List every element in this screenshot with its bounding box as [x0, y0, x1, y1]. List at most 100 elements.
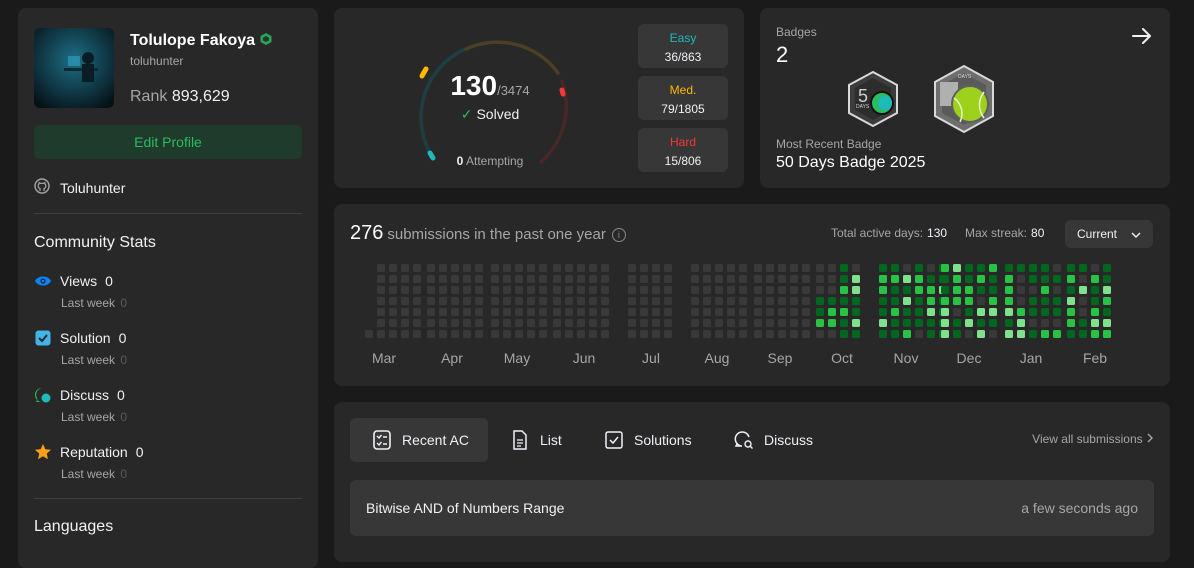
heatmap-cell[interactable] [463, 297, 471, 305]
heatmap-cell[interactable] [1017, 275, 1025, 283]
heatmap-cell[interactable] [401, 319, 409, 327]
heatmap-cell[interactable] [903, 286, 911, 294]
heatmap-cell[interactable] [652, 308, 660, 316]
heatmap-cell[interactable] [1079, 319, 1087, 327]
heatmap-cell[interactable] [1029, 319, 1037, 327]
heatmap-cell[interactable] [903, 264, 911, 272]
heatmap-cell[interactable] [439, 297, 447, 305]
heatmap-cell[interactable] [1041, 297, 1049, 305]
heatmap-cell[interactable] [778, 264, 786, 272]
heatmap-cell[interactable] [652, 319, 660, 327]
heatmap-cell[interactable] [427, 297, 435, 305]
heatmap-cell[interactable] [828, 297, 836, 305]
heatmap-cell[interactable] [515, 319, 523, 327]
heatmap-cell[interactable] [1103, 286, 1111, 294]
heatmap-cell[interactable] [977, 275, 985, 283]
heatmap-cell[interactable] [727, 297, 735, 305]
heatmap-cell[interactable] [565, 319, 573, 327]
heatmap-cell[interactable] [640, 308, 648, 316]
heatmap-cell[interactable] [491, 319, 499, 327]
heatmap-cell[interactable] [1079, 286, 1087, 294]
heatmap-cell[interactable] [1053, 319, 1061, 327]
heatmap-cell[interactable] [739, 264, 747, 272]
heatmap-cell[interactable] [739, 275, 747, 283]
heatmap-cell[interactable] [816, 275, 824, 283]
heatmap-cell[interactable] [503, 275, 511, 283]
heatmap-cell[interactable] [503, 297, 511, 305]
heatmap-cell[interactable] [1029, 264, 1037, 272]
heatmap-cell[interactable] [927, 264, 935, 272]
heatmap-cell[interactable] [401, 286, 409, 294]
heatmap-cell[interactable] [451, 297, 459, 305]
heatmap-cell[interactable] [754, 286, 762, 294]
heatmap-cell[interactable] [1053, 275, 1061, 283]
heatmap-cell[interactable] [491, 275, 499, 283]
heatmap-cell[interactable] [565, 286, 573, 294]
heatmap-cell[interactable] [1029, 330, 1037, 338]
heatmap-cell[interactable] [715, 275, 723, 283]
heatmap-cell[interactable] [539, 319, 547, 327]
heatmap-cell[interactable] [1017, 319, 1025, 327]
heatmap-cell[interactable] [915, 264, 923, 272]
heatmap-cell[interactable] [965, 264, 973, 272]
tab-recent-ac[interactable]: Recent AC [350, 418, 488, 462]
heatmap-cell[interactable] [1029, 286, 1037, 294]
heatmap-cell[interactable] [475, 264, 483, 272]
heatmap-cell[interactable] [628, 275, 636, 283]
heatmap-cell[interactable] [891, 297, 899, 305]
heatmap-cell[interactable] [1029, 297, 1037, 305]
heatmap-cell[interactable] [802, 275, 810, 283]
badge-50-days-icon[interactable]: 5 DAYS [846, 70, 900, 128]
heatmap-cell[interactable] [1041, 319, 1049, 327]
heatmap-cell[interactable] [915, 275, 923, 283]
heatmap-cell[interactable] [977, 286, 985, 294]
heatmap-cell[interactable] [1103, 319, 1111, 327]
heatmap-cell[interactable] [953, 275, 961, 283]
heatmap-cell[interactable] [1017, 264, 1025, 272]
heatmap-cell[interactable] [778, 275, 786, 283]
heatmap-cell[interactable] [1103, 297, 1111, 305]
heatmap-cell[interactable] [439, 275, 447, 283]
heatmap-cell[interactable] [451, 330, 459, 338]
heatmap-cell[interactable] [766, 330, 774, 338]
tab-list[interactable]: List [510, 418, 562, 462]
heatmap-cell[interactable] [515, 275, 523, 283]
heatmap-cell[interactable] [1079, 330, 1087, 338]
heatmap-cell[interactable] [577, 264, 585, 272]
heatmap-cell[interactable] [915, 297, 923, 305]
heatmap-cell[interactable] [640, 275, 648, 283]
heatmap-cell[interactable] [601, 264, 609, 272]
heatmap-cell[interactable] [941, 330, 949, 338]
heatmap-cell[interactable] [1067, 330, 1075, 338]
heatmap-cell[interactable] [491, 264, 499, 272]
heatmap-cell[interactable] [941, 275, 949, 283]
heatmap-cell[interactable] [691, 308, 699, 316]
heatmap-cell[interactable] [727, 275, 735, 283]
heatmap-cell[interactable] [475, 319, 483, 327]
heatmap-cell[interactable] [1067, 264, 1075, 272]
heatmap-cell[interactable] [565, 275, 573, 283]
heatmap-cell[interactable] [816, 319, 824, 327]
heatmap-cell[interactable] [840, 275, 848, 283]
heatmap-cell[interactable] [840, 297, 848, 305]
heatmap-cell[interactable] [1079, 297, 1087, 305]
heatmap-cell[interactable] [401, 275, 409, 283]
heatmap-cell[interactable] [715, 286, 723, 294]
difficulty-easy[interactable]: Easy 36/863 [638, 24, 728, 68]
heatmap-cell[interactable] [1005, 264, 1013, 272]
heatmap-cell[interactable] [927, 286, 935, 294]
heatmap-cell[interactable] [778, 330, 786, 338]
heatmap-cell[interactable] [1029, 308, 1037, 316]
heatmap-cell[interactable] [377, 286, 385, 294]
heatmap-cell[interactable] [965, 275, 973, 283]
heatmap-cell[interactable] [766, 264, 774, 272]
heatmap-cell[interactable] [413, 286, 421, 294]
heatmap-cell[interactable] [965, 286, 973, 294]
heatmap-cell[interactable] [1067, 308, 1075, 316]
heatmap-cell[interactable] [927, 308, 935, 316]
heatmap-cell[interactable] [927, 330, 935, 338]
heatmap-cell[interactable] [565, 264, 573, 272]
heatmap-cell[interactable] [754, 275, 762, 283]
heatmap-cell[interactable] [1029, 275, 1037, 283]
heatmap-cell[interactable] [1091, 297, 1099, 305]
